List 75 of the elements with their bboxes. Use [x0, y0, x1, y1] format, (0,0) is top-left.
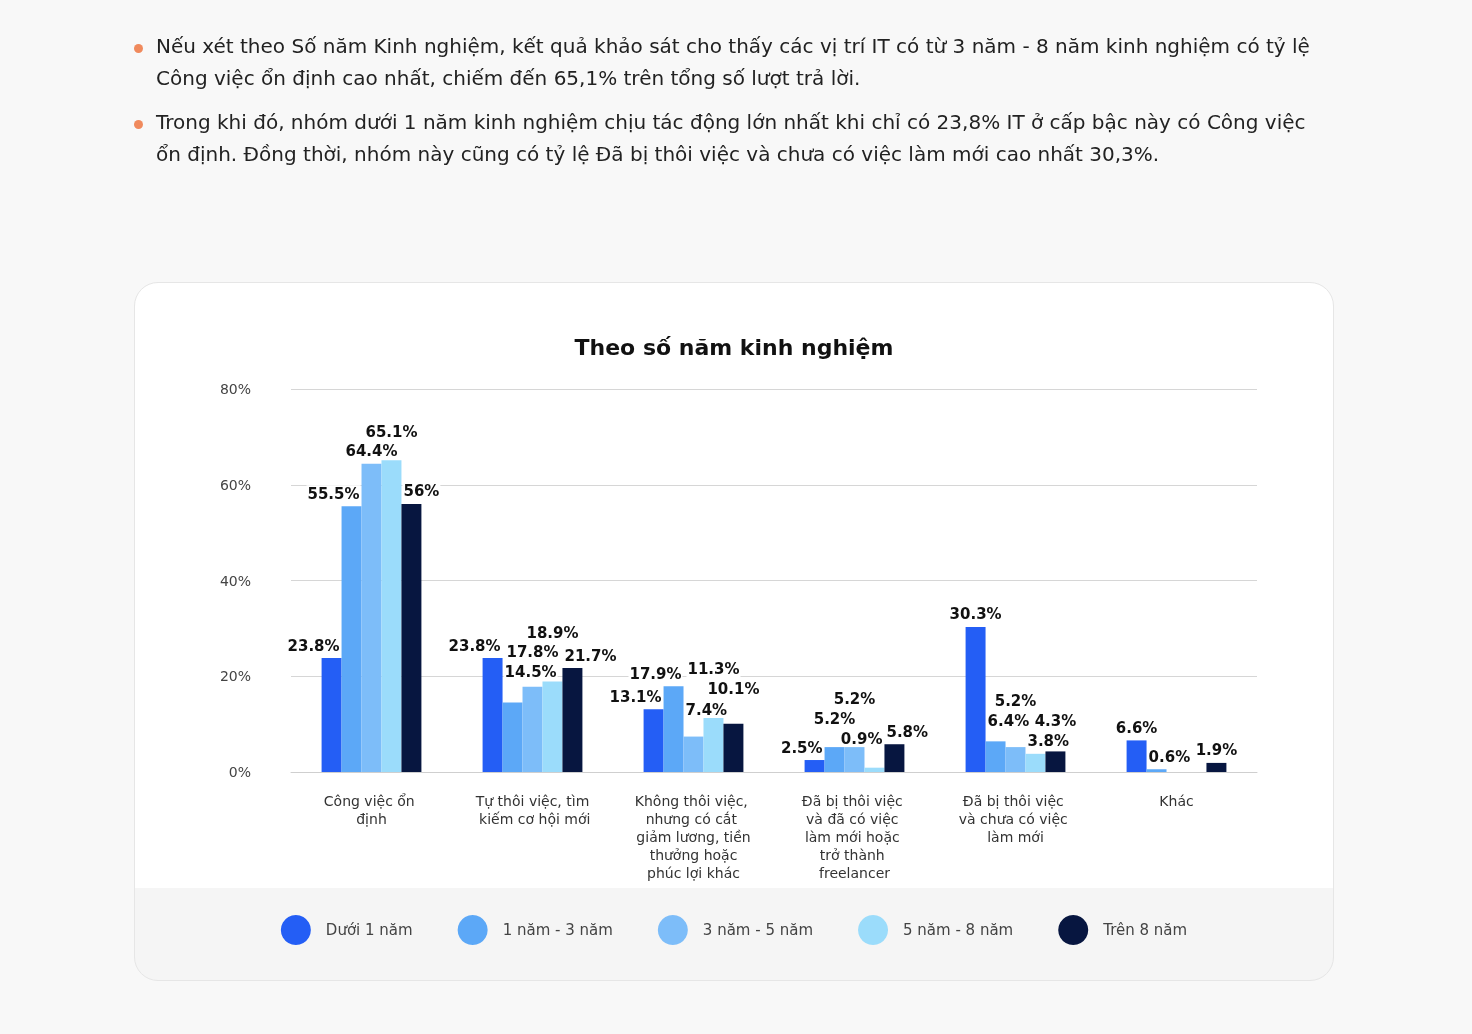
chart-title: Theo số năm kinh nghiệm — [574, 334, 894, 360]
text: Nếu xét theo Số năm Kinh nghiệm, kết quả khảo sát cho thấy các vị trí IT có từ 3 năm - 8 năm kinh nghiệm có tỷ lệ Công việc ổn định cao nhất, chiếm đến 65,1% trên tổng số lượt trả lời. — [130, 30, 1320, 94]
data-label: 2.5% — [780, 738, 823, 757]
data-label: 1.9% — [1195, 741, 1238, 760]
data-label: 17.9% — [629, 664, 682, 683]
bar — [844, 747, 865, 772]
bar — [683, 736, 704, 772]
legend-label: Trên 8 năm — [1102, 921, 1188, 939]
bar — [1146, 769, 1167, 772]
x-tick-label: Khác — [1159, 793, 1194, 809]
bar — [381, 460, 402, 772]
bar — [1126, 740, 1147, 772]
data-label: 5.2% — [994, 691, 1037, 710]
bar — [965, 626, 986, 772]
legend-label: 3 năm - 5 năm — [702, 921, 814, 939]
y-tick-label: 20% — [219, 668, 251, 685]
data-label: 18.9% — [526, 624, 579, 643]
data-label: 14.5% — [504, 663, 557, 682]
x-tick-label: Đã bị thôi việc và đã có việc làm mới hoặc trở thành freelancer — [801, 793, 908, 881]
y-tick-label: 40% — [219, 572, 251, 589]
bar — [884, 744, 905, 772]
data-label: 56% — [403, 482, 440, 501]
data-label: 5.2% — [833, 689, 876, 708]
legend-label: 5 năm - 8 năm — [903, 921, 1014, 939]
bar — [824, 747, 845, 772]
data-label: 10.1% — [707, 680, 760, 699]
data-label: 11.3% — [687, 660, 740, 679]
data-label: 7.4% — [685, 701, 728, 720]
data-label: 5.2% — [813, 709, 856, 728]
data-label: 0.9% — [840, 730, 883, 749]
bar — [542, 681, 563, 772]
bar — [804, 760, 825, 772]
x-tick-label: Tự thôi việc, tìm kiếm cơ hội mới — [474, 793, 591, 827]
y-tick-label: 60% — [219, 476, 251, 493]
data-label: 55.5% — [307, 484, 360, 503]
bar — [985, 741, 1006, 772]
bar — [341, 506, 362, 772]
bar — [663, 686, 684, 772]
data-label: 6.4% — [987, 711, 1030, 730]
data-label: 5.8% — [886, 722, 929, 741]
bar — [522, 686, 543, 772]
data-label: 3.8% — [1027, 732, 1070, 751]
bar — [723, 723, 744, 772]
data-label: 4.3% — [1034, 711, 1077, 730]
bar — [864, 767, 885, 772]
data-label: 64.4% — [345, 442, 398, 461]
data-label: 6.6% — [1115, 718, 1158, 737]
bar — [1005, 747, 1026, 772]
x-tick-label: Đã bị thôi việc và chưa có việc làm mới — [958, 793, 1073, 845]
data-label: 23.8% — [287, 636, 340, 655]
text: Trong khi đó, nhóm dưới 1 năm kinh nghiệm chịu tác động lớn nhất khi chỉ có 23,8% IT ở cấp bậc này có Công việc ổn định. Đồng thời, nhóm này cũng có tỷ lệ Đã bị thôi việc và chưa có việc làm mới cao nhất 30,3%. — [130, 106, 1320, 170]
x-tick-label: Không thôi việc, nhưng có cắt giảm lương, tiền thưởng hoặc phúc lợi khác — [634, 793, 753, 881]
data-label: 23.8% — [448, 636, 501, 655]
data-label: 21.7% — [564, 646, 617, 665]
data-label: 30.3% — [949, 605, 1002, 624]
bar — [482, 658, 503, 772]
legend-label: Dưới 1 năm — [325, 921, 413, 939]
bar — [643, 709, 664, 772]
bar — [1025, 753, 1046, 772]
data-label: 65.1% — [365, 422, 418, 441]
y-tick-label: 80% — [219, 381, 251, 397]
data-label: 13.1% — [609, 687, 662, 706]
legend-label: 1 năm - 3 năm — [502, 921, 613, 939]
bar — [321, 658, 342, 772]
x-tick-label: Công việc ổn định — [323, 793, 420, 827]
data-label: 0.6% — [1148, 747, 1191, 766]
bar — [361, 463, 382, 772]
bar — [703, 717, 724, 772]
bar — [1045, 751, 1066, 772]
y-tick-label: 0% — [228, 764, 251, 780]
bar — [562, 668, 583, 772]
bar — [1206, 762, 1227, 772]
bar — [502, 702, 523, 772]
bar — [401, 503, 422, 772]
data-label: 17.8% — [506, 643, 559, 662]
